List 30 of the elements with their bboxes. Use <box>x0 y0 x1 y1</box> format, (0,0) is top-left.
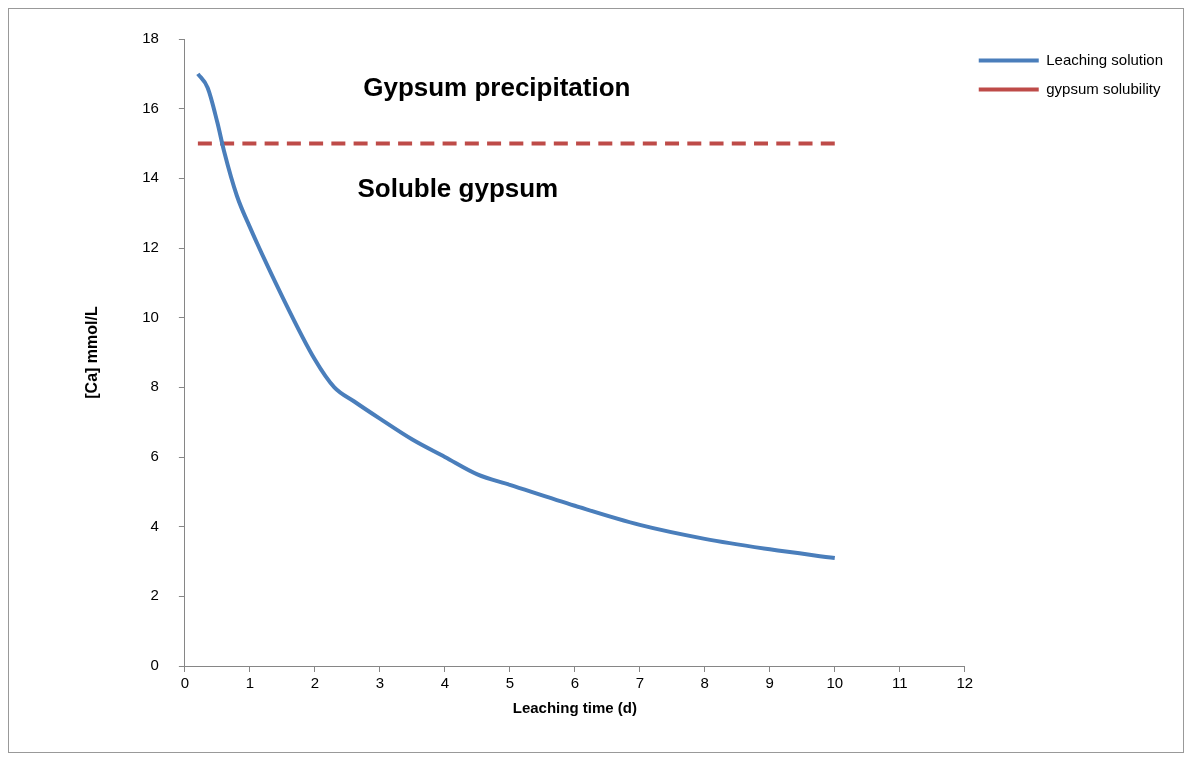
x-tick-label: 12 <box>956 674 974 692</box>
y-tick-label: 10 <box>142 307 159 325</box>
y-tick-label: 0 <box>150 656 159 674</box>
x-tick-label: 4 <box>440 674 450 692</box>
y-tick-label: 18 <box>142 29 159 47</box>
x-tick-label: 11 <box>891 674 908 692</box>
x-tick-label: 8 <box>700 674 709 692</box>
annotation: Soluble gypsum <box>357 172 559 203</box>
x-axis-title: Leaching time (d) <box>512 699 637 717</box>
legend-label: Leaching solution <box>1046 50 1164 68</box>
y-tick-label: 14 <box>142 168 159 186</box>
legend-label: gypsum solubility <box>1046 79 1161 97</box>
y-tick-label: 12 <box>142 238 159 256</box>
x-tick-label: 10 <box>826 674 844 692</box>
x-tick-label: 2 <box>310 674 320 692</box>
line-series <box>195 71 837 561</box>
x-tick-label: 9 <box>765 674 774 692</box>
y-tick-label: 2 <box>150 586 159 604</box>
x-tick-label: 7 <box>635 674 644 692</box>
y-tick-label: 6 <box>150 447 159 465</box>
x-tick-label: 3 <box>375 674 385 692</box>
x-tick-label: 6 <box>570 674 579 692</box>
annotation: Gypsum precipitation <box>363 72 631 103</box>
x-tick-label: 5 <box>505 674 514 692</box>
x-tick-label: 1 <box>245 674 255 692</box>
y-tick-label: 16 <box>142 98 159 116</box>
y-tick-label: 4 <box>150 516 159 534</box>
y-axis-title: [Ca] mmol/L <box>83 306 101 399</box>
x-tick-label: 0 <box>180 674 190 692</box>
y-tick-label: 8 <box>150 377 159 395</box>
